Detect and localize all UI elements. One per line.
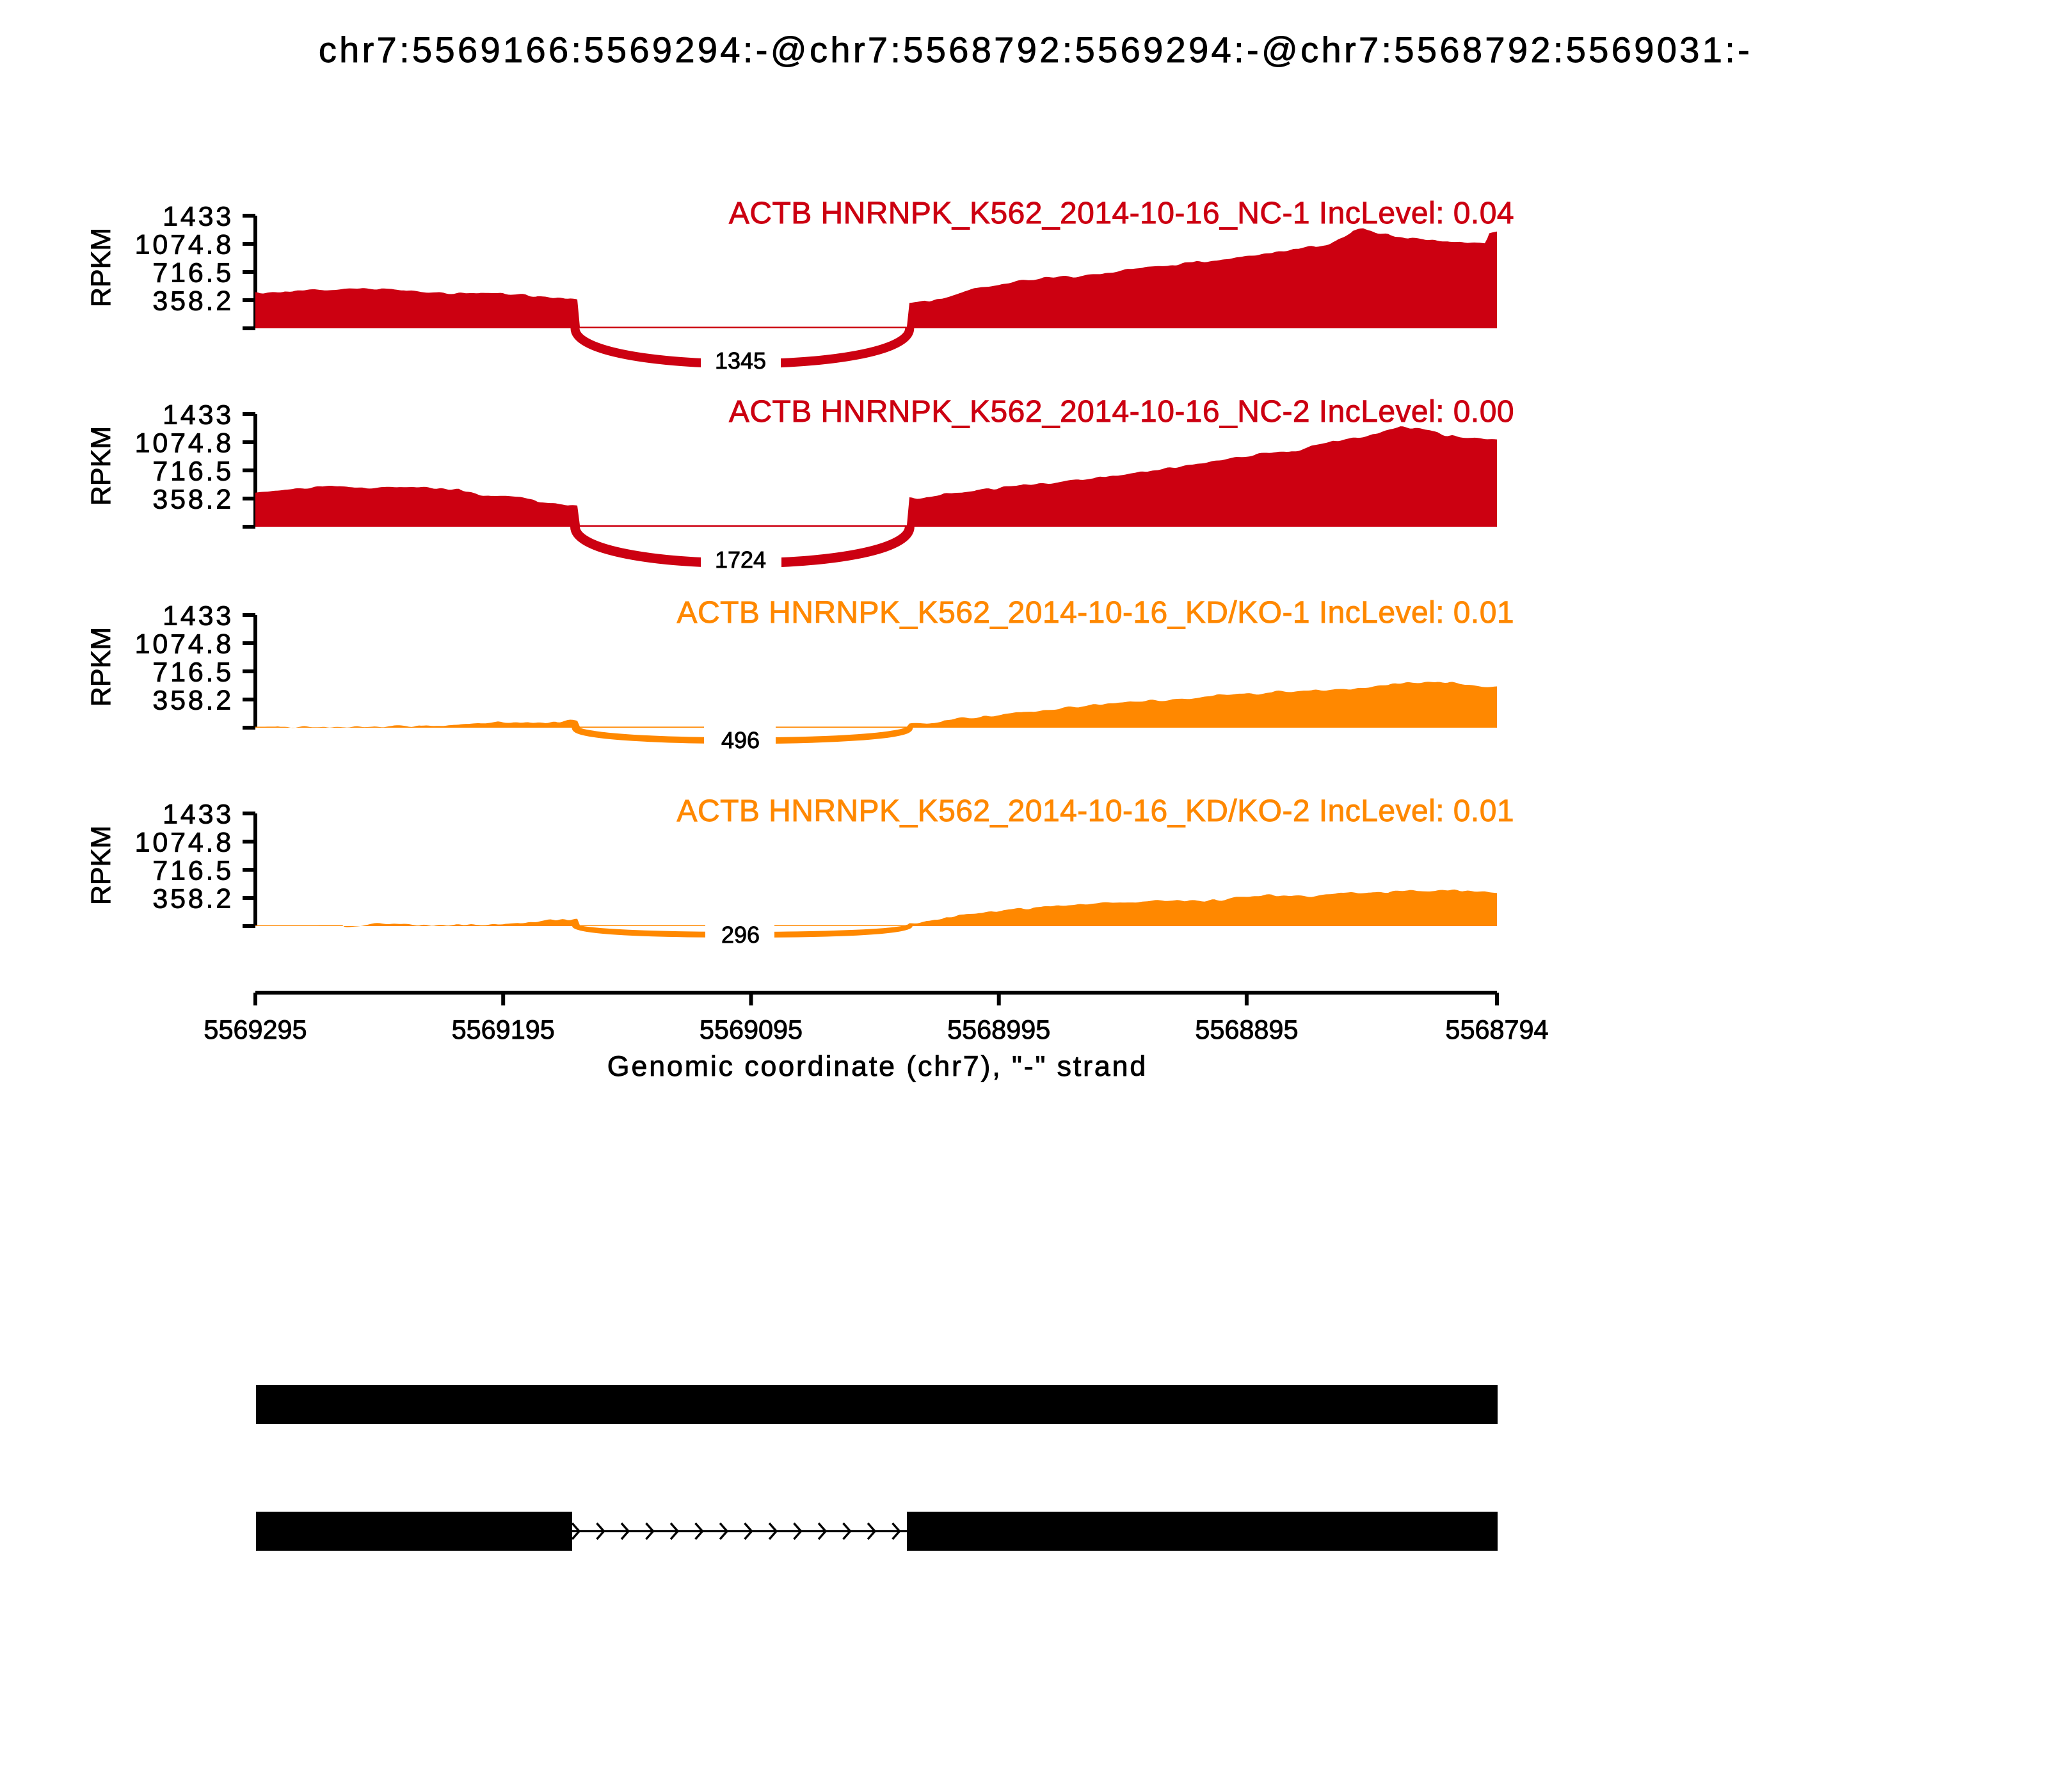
- svg-text:716.5: 716.5: [152, 456, 234, 487]
- svg-text:RPKM: RPKM: [86, 228, 116, 307]
- svg-text:5568794: 5568794: [1445, 1015, 1548, 1044]
- svg-text:ACTB HNRNPK_K562_2014-10-16_KD: ACTB HNRNPK_K562_2014-10-16_KD/KO-2 IncL…: [676, 794, 1514, 828]
- svg-text:496: 496: [721, 727, 760, 753]
- svg-text:358.2: 358.2: [152, 286, 234, 317]
- svg-text:ACTB HNRNPK_K562_2014-10-16_NC: ACTB HNRNPK_K562_2014-10-16_NC-1 IncLeve…: [729, 196, 1514, 230]
- svg-text:1433: 1433: [163, 601, 234, 632]
- svg-text:358.2: 358.2: [152, 884, 234, 915]
- svg-text:5568995: 5568995: [947, 1015, 1050, 1044]
- svg-text:1074.8: 1074.8: [135, 629, 234, 660]
- svg-text:1433: 1433: [163, 202, 234, 232]
- svg-text:Genomic coordinate (chr7), "-": Genomic coordinate (chr7), "-" strand: [607, 1051, 1148, 1082]
- svg-text:296: 296: [721, 922, 760, 948]
- svg-text:ACTB HNRNPK_K562_2014-10-16_KD: ACTB HNRNPK_K562_2014-10-16_KD/KO-1 IncL…: [676, 596, 1514, 630]
- svg-text:1345: 1345: [715, 348, 766, 374]
- svg-text:716.5: 716.5: [152, 856, 234, 886]
- svg-text:358.2: 358.2: [152, 685, 234, 716]
- svg-text:1433: 1433: [163, 400, 234, 431]
- svg-text:chr7:5569166:5569294:-@chr7:55: chr7:5569166:5569294:-@chr7:5568792:5569…: [319, 29, 1752, 70]
- svg-text:716.5: 716.5: [152, 258, 234, 289]
- svg-text:5569095: 5569095: [700, 1015, 803, 1044]
- svg-text:5569195: 5569195: [452, 1015, 555, 1044]
- svg-text:1433: 1433: [163, 799, 234, 830]
- svg-text:1724: 1724: [715, 547, 766, 573]
- svg-text:358.2: 358.2: [152, 484, 234, 515]
- svg-text:ACTB HNRNPK_K562_2014-10-16_NC: ACTB HNRNPK_K562_2014-10-16_NC-2 IncLeve…: [729, 395, 1514, 429]
- svg-text:716.5: 716.5: [152, 657, 234, 688]
- svg-text:1074.8: 1074.8: [135, 828, 234, 858]
- svg-text:5568895: 5568895: [1195, 1015, 1298, 1044]
- svg-text:RPKM: RPKM: [86, 426, 116, 506]
- svg-text:RPKM: RPKM: [86, 627, 116, 707]
- svg-text:5569295: 5569295: [204, 1015, 307, 1044]
- svg-text:1074.8: 1074.8: [135, 428, 234, 459]
- svg-text:RPKM: RPKM: [86, 826, 116, 905]
- svg-text:1074.8: 1074.8: [135, 230, 234, 260]
